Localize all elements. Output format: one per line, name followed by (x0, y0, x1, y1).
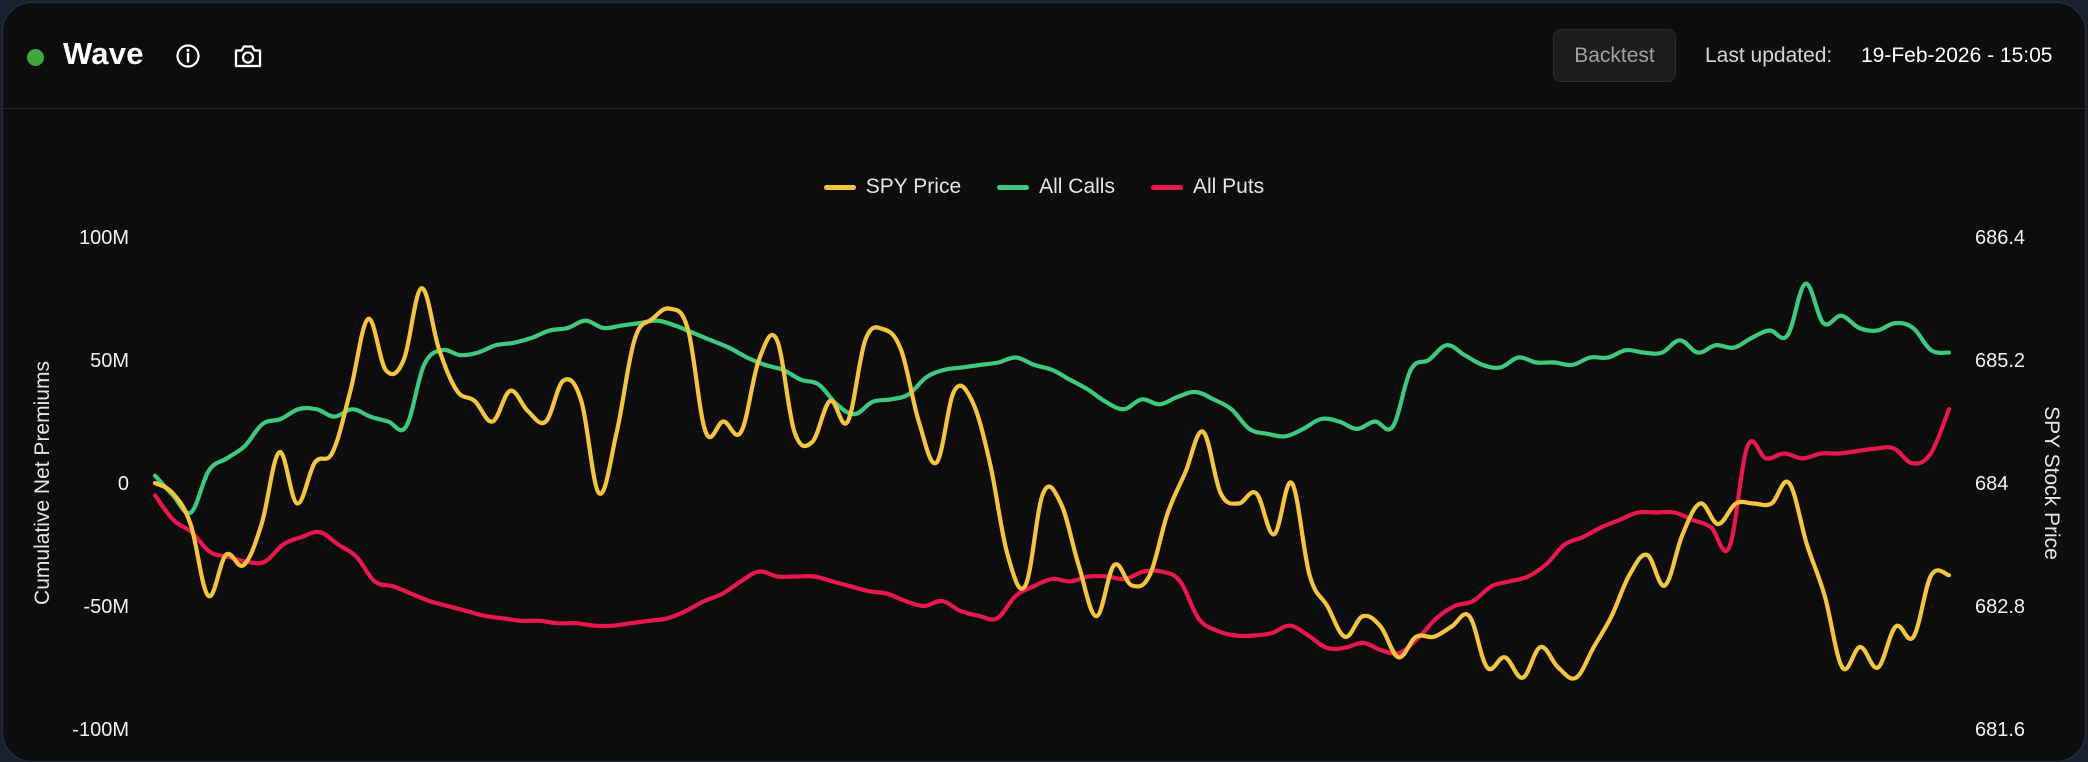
left-axis-tick: -50M (83, 596, 129, 618)
status-indicator (27, 49, 44, 66)
legend-swatch (823, 184, 856, 190)
top-bar: Wave Backtest Last updated: 19-Feb-2026 … (3, 3, 2085, 109)
info-icon[interactable] (171, 39, 205, 73)
last-updated-label: Last updated: (1705, 44, 1833, 67)
right-axis-tick: 686.4 (1975, 227, 2025, 249)
right-axis-tick: 682.8 (1975, 596, 2025, 618)
legend-item-spy-price[interactable]: SPY Price (823, 175, 962, 199)
legend-label: SPY Price (865, 175, 962, 198)
app-title: Wave (63, 36, 144, 71)
series-line-all-calls[interactable] (152, 281, 1952, 516)
legend-swatch (1150, 184, 1183, 190)
right-axis-tick: 681.6 (1975, 719, 2025, 741)
legend-label: All Calls (1039, 175, 1115, 198)
last-updated-value: 19-Feb-2026 - 15:05 (1861, 44, 2053, 67)
series-line-spy-price[interactable] (152, 286, 1952, 681)
left-axis-title: Cumulative Net Premiums (31, 361, 54, 605)
legend-item-all-puts[interactable]: All Puts (1150, 175, 1265, 199)
left-axis-tick: -100M (72, 719, 129, 741)
left-axis-tick: 0 (118, 473, 129, 495)
left-axis-tick: 50M (90, 350, 129, 372)
left-axis-tick: 100M (79, 227, 129, 249)
right-axis-title: SPY Stock Price (2040, 406, 2063, 560)
legend-item-all-calls[interactable]: All Calls (997, 175, 1115, 199)
camera-icon[interactable] (231, 39, 265, 73)
backtest-button[interactable]: Backtest (1553, 29, 1676, 82)
series-line-all-puts[interactable] (152, 407, 1952, 656)
right-axis-tick: 685.2 (1975, 350, 2025, 372)
right-axis-tick: 684 (1975, 473, 2008, 495)
legend-swatch (997, 184, 1030, 190)
chart-legend: SPY Price All Calls All Puts (3, 175, 2085, 199)
legend-label: All Puts (1192, 175, 1265, 198)
chart-area: 100M 50M 0 -50M -100M 686.4 685.2 684 682.8 681.6… (31, 227, 2063, 741)
